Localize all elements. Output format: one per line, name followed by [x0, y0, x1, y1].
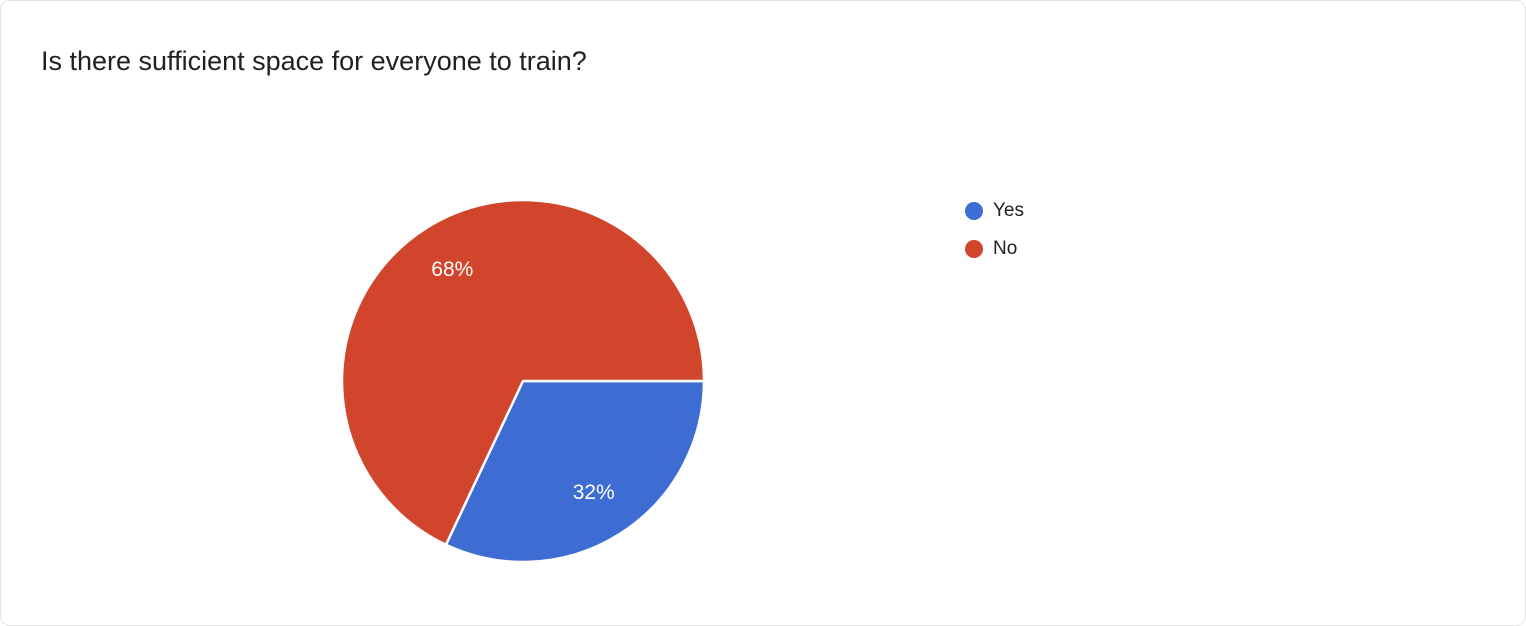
legend-color-dot-icon: [965, 240, 983, 258]
pie-slice-no[interactable]: [340, 198, 706, 547]
legend-item-no: No: [965, 237, 1024, 261]
slice-percent-label-no: 68%: [431, 258, 473, 281]
pie-slice-yes[interactable]: [444, 379, 706, 564]
chart-title: Is there sufficient space for everyone t…: [41, 46, 587, 76]
legend-label: Yes: [993, 200, 1024, 221]
legend-color-dot-icon: [965, 202, 983, 220]
legend: Yes No: [965, 199, 1024, 261]
legend-label: No: [993, 238, 1018, 259]
slice-percent-label-yes: 32%: [573, 481, 615, 504]
pie-chart: 32% 68%: [340, 198, 706, 564]
legend-item-yes: Yes: [965, 199, 1024, 223]
pie-chart-area: 32% 68%: [323, 181, 723, 581]
